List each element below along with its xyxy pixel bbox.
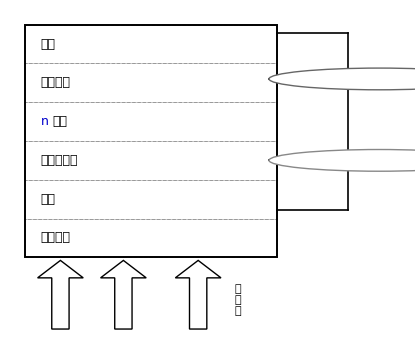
Circle shape bbox=[269, 68, 416, 90]
Text: +: + bbox=[374, 72, 385, 86]
Text: 型层: 型层 bbox=[52, 115, 67, 128]
Polygon shape bbox=[175, 260, 221, 329]
Text: 阴极界面层: 阴极界面层 bbox=[41, 154, 78, 167]
Text: 阳极: 阳极 bbox=[41, 37, 56, 51]
Bar bbox=[25, 63, 277, 102]
Bar bbox=[25, 102, 277, 141]
Bar bbox=[25, 218, 277, 257]
Text: −: − bbox=[373, 153, 386, 168]
Bar bbox=[25, 180, 277, 218]
Bar bbox=[25, 25, 277, 63]
Circle shape bbox=[269, 150, 416, 171]
Polygon shape bbox=[101, 260, 146, 329]
Polygon shape bbox=[37, 260, 83, 329]
Text: 玻璃衬底: 玻璃衬底 bbox=[41, 232, 71, 245]
Text: 入
射
光: 入 射 光 bbox=[234, 284, 241, 316]
Text: n: n bbox=[41, 115, 49, 128]
Text: 阴极: 阴极 bbox=[41, 193, 56, 206]
Bar bbox=[25, 141, 277, 180]
Bar bbox=[25, 25, 277, 257]
Text: 光活性层: 光活性层 bbox=[41, 76, 71, 89]
